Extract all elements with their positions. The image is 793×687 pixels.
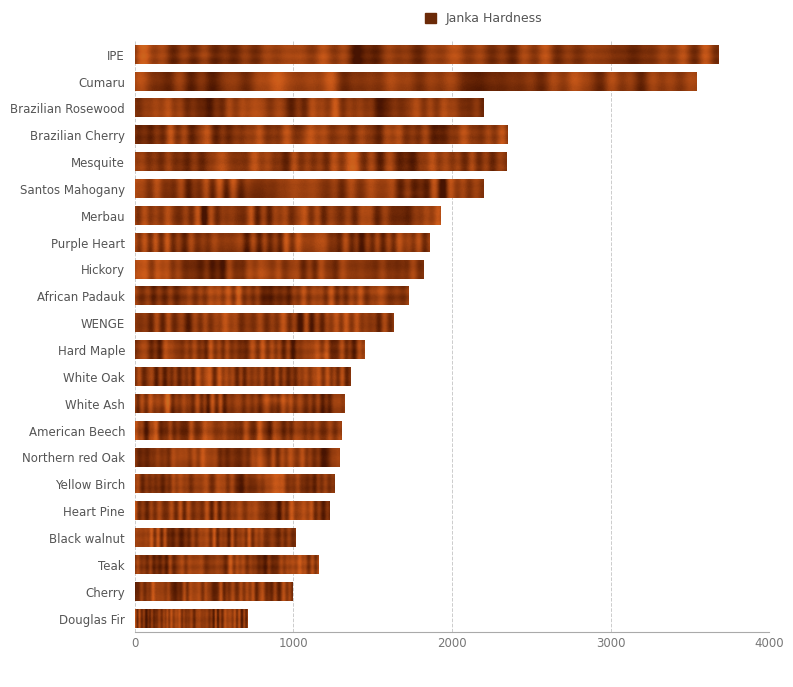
Legend: Janka Hardness: Janka Hardness [425, 12, 542, 25]
